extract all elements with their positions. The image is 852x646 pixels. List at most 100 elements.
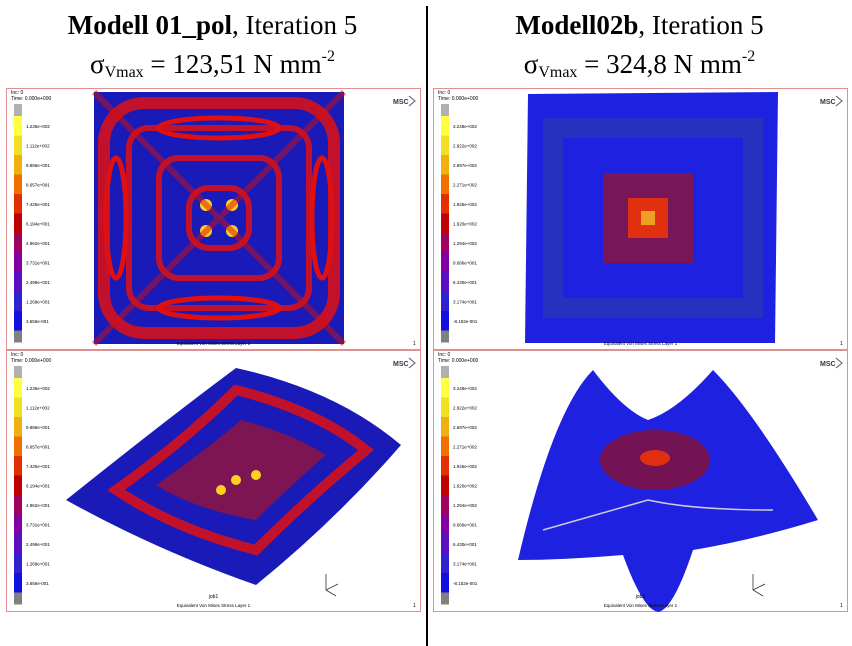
caption: Equivalent Von Mises Stress Layer 1 — [177, 603, 251, 608]
legend-label: 1.268e+001 — [26, 299, 50, 304]
legend-label: 2.597e+002 — [453, 163, 477, 168]
legend-label: 2.499e+001 — [26, 280, 50, 285]
legend-label: 9.686e+001 — [453, 260, 477, 265]
legend-swatch — [14, 292, 22, 312]
legend-swatch — [441, 534, 449, 554]
legend-swatch — [441, 456, 449, 476]
stress-max: σVmax = 324,8 N mm-2 — [427, 48, 852, 82]
sigma: σ — [90, 49, 105, 79]
legend-label: 3.248e+002 — [453, 386, 477, 391]
legend-label: 9.686e+001 — [453, 522, 477, 527]
legend-swatch — [14, 456, 22, 476]
legend-label: 7.425e+001 — [26, 202, 50, 207]
legend-cap — [441, 593, 449, 605]
legend-swatch — [441, 476, 449, 496]
legend-label: -8.152e-001 — [453, 319, 478, 324]
page-number: 1 — [840, 341, 843, 347]
legend-swatch — [441, 515, 449, 535]
panel-title: Modell02b, Iteration 5 — [427, 10, 852, 41]
sigma-sub: Vmax — [105, 64, 144, 81]
legend-label: 8.657e+001 — [26, 182, 50, 187]
legend-swatch — [441, 554, 449, 574]
legend-label: 1.945e+002 — [453, 202, 477, 207]
legend-swatch — [441, 116, 449, 136]
legend-cap — [441, 366, 449, 378]
legend-label: 6.194e+001 — [26, 221, 50, 226]
legend-swatch — [14, 311, 22, 331]
legend-swatch — [14, 136, 22, 156]
time-label: Time: 0.000e+000 — [438, 96, 478, 102]
unit-exponent: -2 — [322, 48, 335, 65]
caption: Equivalent Von Mises Stress Layer 1 — [604, 341, 678, 346]
legend-swatch — [14, 515, 22, 535]
legend-label: 7.425e+001 — [26, 464, 50, 469]
caption: Equivalent Von Mises Stress Layer 1 — [604, 603, 678, 608]
time-label: Time: 0.000e+000 — [11, 96, 51, 102]
caption: Equivalent Von Mises Stress Layer 1 — [177, 341, 251, 346]
figure: Modell 01_pol, Iteration 5 σVmax = 123,51… — [0, 0, 852, 646]
legend-swatch — [441, 194, 449, 214]
legend-label: 4.962e+001 — [26, 241, 50, 246]
legend-swatch — [14, 272, 22, 292]
legend-label: 3.656e-001 — [26, 319, 49, 324]
legend-swatch — [14, 476, 22, 496]
divider — [426, 6, 428, 646]
legend-label: 2.499e+001 — [26, 542, 50, 547]
logo: MSC — [820, 99, 836, 106]
legend-swatch — [14, 194, 22, 214]
logo: MSC — [393, 361, 409, 368]
logo: MSC — [393, 99, 409, 106]
legend-label: 1.620e+002 — [453, 483, 477, 488]
legend-label: 6.430e+001 — [453, 280, 477, 285]
legend-swatch — [14, 155, 22, 175]
result-plot: Inc: 0Time: 0.000e+000MSC3.248e+0022.922… — [433, 350, 848, 612]
legend-swatch — [441, 214, 449, 234]
title-bold: Modell02b — [515, 10, 638, 40]
legend-swatch — [441, 311, 449, 331]
legend-swatch — [441, 233, 449, 253]
legend-label: 1.112e+002 — [26, 405, 50, 410]
legend-swatch — [14, 398, 22, 418]
title-rest: , Iteration 5 — [232, 10, 357, 40]
legend-label: 9.886e+001 — [26, 425, 50, 430]
hotspot — [231, 475, 241, 485]
legend-swatch — [14, 534, 22, 554]
legend-swatch — [14, 437, 22, 457]
unit-exponent: -2 — [742, 48, 755, 65]
legend-swatch — [14, 573, 22, 593]
hotspot — [641, 211, 655, 225]
legend-swatch — [441, 378, 449, 398]
legend-label: 6.430e+001 — [453, 542, 477, 547]
legend-swatch — [441, 495, 449, 515]
hotspot — [216, 485, 226, 495]
legend-label: 8.657e+001 — [26, 444, 50, 449]
legend-swatch — [441, 155, 449, 175]
stress-value: = 324,8 N mm — [577, 49, 741, 79]
title-rest: , Iteration 5 — [638, 10, 763, 40]
page-number: 1 — [413, 341, 416, 347]
panel-title: Modell 01_pol, Iteration 5 — [0, 10, 425, 41]
legend-swatch — [14, 116, 22, 136]
legend-label: -8.152e-001 — [453, 581, 478, 586]
legend-label: 3.656e-001 — [26, 581, 49, 586]
hotspot — [640, 450, 670, 466]
legend-swatch — [14, 253, 22, 273]
legend-cap — [441, 331, 449, 343]
legend-cap — [14, 366, 22, 378]
legend-swatch — [14, 495, 22, 515]
legend-swatch — [441, 292, 449, 312]
legend-swatch — [14, 214, 22, 234]
stress-max: σVmax = 123,51 N mm-2 — [0, 48, 425, 82]
legend-label: 4.962e+001 — [26, 503, 50, 508]
legend-cap — [14, 104, 22, 116]
job-label: job1 — [208, 594, 219, 600]
time-label: Time: 0.000e+000 — [438, 358, 478, 364]
legend-label: 3.731e+001 — [26, 260, 50, 265]
legend-label: 1.112e+002 — [26, 143, 50, 148]
hotspot — [251, 470, 261, 480]
legend-swatch — [441, 272, 449, 292]
legend-label: 1.268e+001 — [26, 561, 50, 566]
